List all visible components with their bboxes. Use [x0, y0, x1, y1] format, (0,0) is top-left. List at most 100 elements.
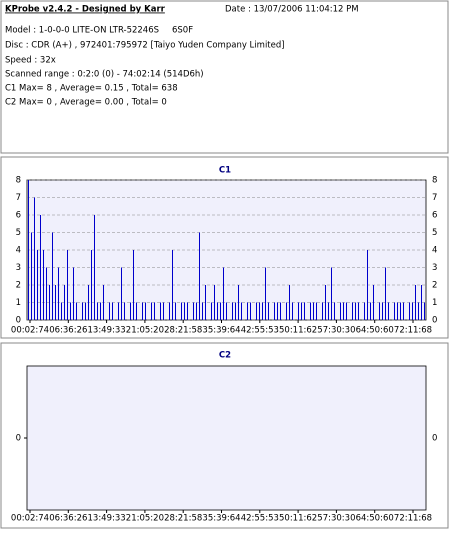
bar: [97, 302, 98, 320]
bar: [205, 285, 206, 320]
y-tick-label-right: 8: [432, 176, 437, 186]
bar: [91, 250, 92, 320]
chart-title: C2: [219, 351, 231, 361]
bar: [187, 302, 188, 320]
x-tick-label: 57:30:30: [317, 514, 355, 524]
bar: [154, 302, 155, 320]
bar: [211, 302, 212, 320]
bar: [322, 302, 323, 320]
x-tick-label: 42:55:53: [241, 326, 279, 336]
bar: [196, 302, 197, 320]
bar: [94, 215, 95, 320]
x-tick-label: 28:21:58: [164, 326, 202, 336]
bar: [220, 302, 221, 320]
x-tick-label: 06:36:26: [49, 326, 87, 336]
bar: [223, 267, 224, 320]
app-title: KProbe v2.4.2 - Designed by Karr: [5, 5, 166, 15]
y-tick-label-right: 0: [432, 434, 437, 444]
bar: [235, 302, 236, 320]
x-tick-label: 50:11:62: [279, 514, 317, 524]
plot-area: [26, 365, 427, 511]
bar: [130, 302, 131, 320]
bar: [274, 302, 275, 320]
bar: [49, 285, 50, 320]
bar: [262, 302, 263, 320]
bar: [277, 302, 278, 320]
bar: [358, 302, 359, 320]
bar: [163, 302, 164, 320]
info-line: C2 Max= 0 , Average= 0.00 , Total= 0: [5, 98, 167, 108]
bar: [109, 302, 110, 320]
x-tick-label: 35:39:64: [202, 514, 240, 524]
bar: [88, 285, 89, 320]
bar: [34, 197, 35, 320]
bar: [325, 285, 326, 320]
bar: [64, 285, 65, 320]
bar: [280, 302, 281, 320]
bar: [250, 302, 251, 320]
bar: [124, 302, 125, 320]
bar: [304, 302, 305, 320]
x-tick-label: 13:49:33: [88, 514, 126, 524]
y-tick-label: 7: [16, 193, 21, 203]
x-tick-label: 72:11:68: [394, 326, 432, 336]
bar: [43, 250, 44, 320]
bar: [394, 302, 395, 320]
bar: [52, 232, 53, 320]
bar: [31, 232, 32, 320]
bar: [160, 302, 161, 320]
bar: [316, 302, 317, 320]
bar: [40, 215, 41, 320]
bar: [133, 250, 134, 320]
bar: [100, 302, 101, 320]
bar: [103, 285, 104, 320]
y-tick-label: 0: [16, 434, 21, 444]
bar: [397, 302, 398, 320]
y-tick-label-right: 5: [432, 228, 437, 238]
y-tick-label: 0: [16, 316, 21, 326]
bar: [352, 302, 353, 320]
bar: [76, 302, 77, 320]
bar: [268, 302, 269, 320]
bar: [343, 302, 344, 320]
bar: [121, 267, 122, 320]
bar: [367, 250, 368, 320]
bar: [313, 302, 314, 320]
bar: [310, 302, 311, 320]
bar: [241, 302, 242, 320]
bar: [73, 267, 74, 320]
bar: [415, 285, 416, 320]
bar: [247, 302, 248, 320]
bar: [70, 302, 71, 320]
x-tick-label: 64:50:60: [356, 326, 394, 336]
bar: [238, 285, 239, 320]
bar: [232, 302, 233, 320]
bar: [175, 302, 176, 320]
y-tick-label: 8: [16, 176, 21, 186]
bar: [403, 302, 404, 320]
bar: [340, 302, 341, 320]
bar: [112, 302, 113, 320]
bar: [265, 267, 266, 320]
bar: [409, 302, 410, 320]
bar: [370, 302, 371, 320]
x-tick-label: 72:11:68: [394, 514, 432, 524]
bar: [61, 302, 62, 320]
bar: [331, 267, 332, 320]
bar: [172, 250, 173, 320]
bar: [421, 285, 422, 320]
info-panel: [0, 0, 449, 154]
bar: [202, 302, 203, 320]
bar: [400, 302, 401, 320]
bar: [46, 267, 47, 320]
bar: [379, 302, 380, 320]
y-tick-label-right: 0: [432, 316, 437, 326]
bar: [385, 267, 386, 320]
x-tick-label: 42:55:53: [241, 514, 279, 524]
x-tick-label: 21:05:20: [126, 514, 164, 524]
bar: [256, 302, 257, 320]
x-tick-label: 57:30:30: [317, 326, 355, 336]
y-tick-label-right: 4: [432, 246, 437, 256]
y-tick-label-right: 7: [432, 193, 437, 203]
bar: [28, 180, 29, 320]
